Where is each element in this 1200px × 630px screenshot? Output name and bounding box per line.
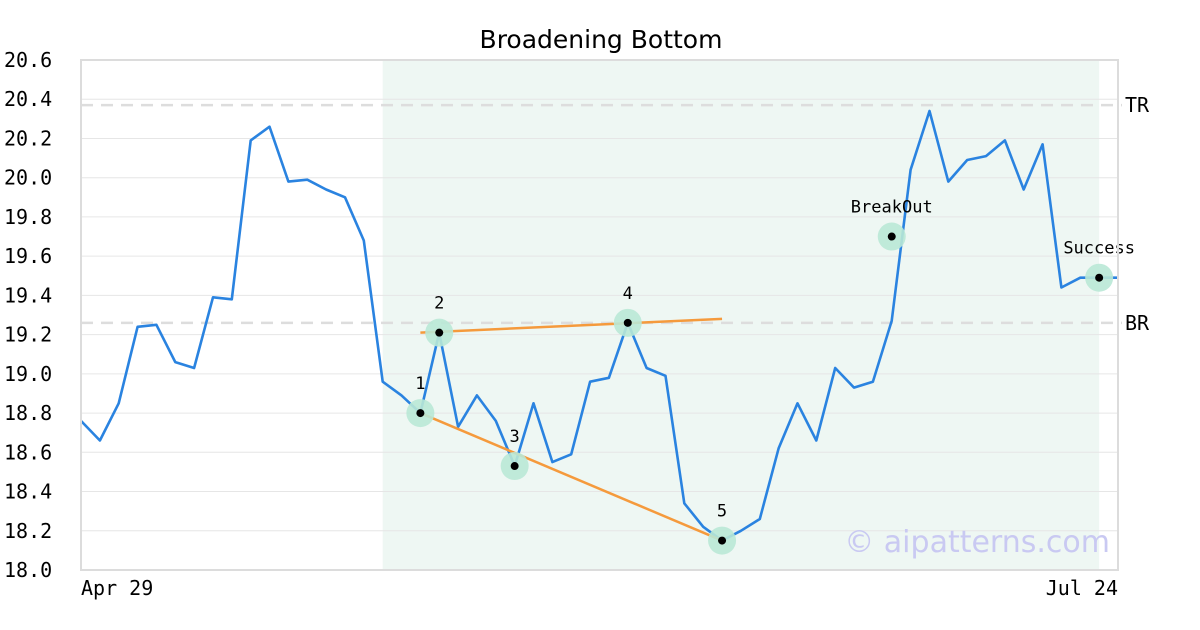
y-tick-label: 20.4 [4, 87, 52, 111]
watermark: © aipatterns.com [844, 525, 1110, 560]
marker-label: BreakOut [851, 198, 933, 218]
marker-label: Success [1063, 239, 1135, 259]
x-tick-label: Jul 24 [1046, 576, 1118, 600]
marker-label: 3 [510, 427, 520, 447]
upper-trend-line [420, 317, 723, 334]
marker-label: 5 [717, 502, 727, 522]
y-tick-label: 19.2 [4, 323, 52, 347]
marker-label: 4 [623, 284, 633, 304]
y-tick-label: 18.2 [4, 519, 52, 543]
y-tick-label: 18.8 [4, 401, 52, 425]
marker-dot [887, 232, 896, 241]
y-tick-label: 19.0 [4, 362, 52, 386]
plot-layer: 18.0 18.2 18.4 18.6 18.8 19.0 19.2 19.4 19.6 19.8… [4, 48, 1150, 600]
chart-title: Broadening Bottom [480, 25, 723, 54]
y-tick-label: 18.6 [4, 440, 52, 464]
marker-dot [435, 328, 444, 337]
marker-label: 1 [415, 374, 425, 394]
pattern-region [382, 60, 1100, 570]
reference-label-tr: TR [1125, 93, 1150, 117]
y-tick-label: 18.0 [4, 558, 52, 582]
y-tick-label: 18.4 [4, 480, 52, 504]
y-tick-label: 20.2 [4, 126, 52, 150]
marker-dot [1095, 273, 1104, 282]
lower-trend-line [419, 411, 723, 542]
y-tick-label: 19.4 [4, 283, 52, 307]
marker-label: 2 [434, 294, 444, 314]
y-tick-label: 20.6 [4, 48, 52, 72]
marker-dot [510, 462, 519, 471]
y-tick-label: 19.8 [4, 205, 52, 229]
y-tick-label: 20.0 [4, 166, 52, 190]
x-tick-label: Apr 29 [81, 576, 153, 600]
marker-dot [623, 318, 632, 327]
reference-label-br: BR [1125, 311, 1150, 335]
y-tick-label: 19.6 [4, 244, 52, 268]
marker-dot [416, 409, 425, 418]
price-series-line [80, 109, 1118, 542]
plot-border [80, 59, 1119, 571]
marker-dot [718, 536, 727, 545]
